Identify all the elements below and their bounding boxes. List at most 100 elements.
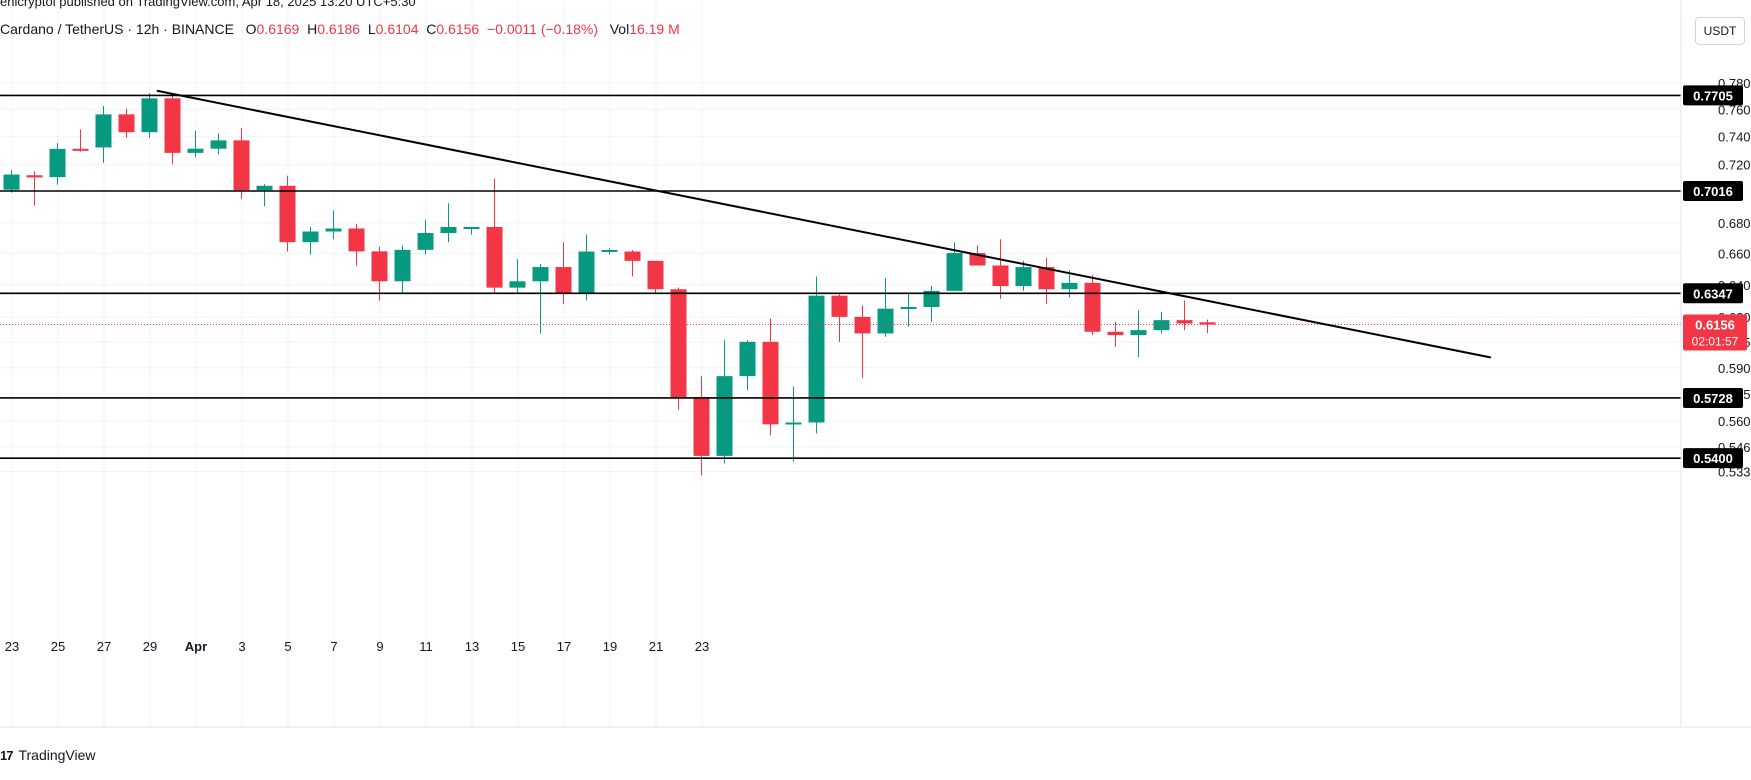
x-tick-label: 7 [330, 639, 337, 654]
high-label: H [307, 21, 318, 37]
candle-down [992, 265, 1009, 287]
candle-down [1084, 282, 1101, 332]
candle-down [647, 260, 664, 290]
x-tick-label: 23 [695, 639, 709, 654]
candle-down [555, 267, 572, 293]
trendline-layer [156, 89, 1492, 359]
candle-up [440, 226, 457, 234]
volume-label: Vol [609, 21, 630, 37]
level-label: 0.6347 [1693, 286, 1733, 301]
candle-up [716, 376, 733, 456]
candle-up [302, 231, 319, 243]
change-value: −0.0011 (−0.18%) [487, 21, 599, 37]
candle-up [1153, 320, 1170, 331]
candle-up [877, 308, 894, 334]
candles-layer [3, 93, 1216, 476]
candle-up [417, 233, 434, 250]
x-tick-label: 27 [97, 639, 111, 654]
time-axis-ticks: 23 25 27 29 Apr 3 5 7 9 11 13 15 17 19 21 23 [5, 639, 709, 654]
candle-down [118, 114, 135, 133]
countdown-value: 02:01:57 [1692, 334, 1739, 348]
open-label: O [245, 21, 257, 37]
candle-down [693, 397, 710, 456]
candle-up [187, 148, 204, 153]
level-label: 0.5728 [1693, 391, 1733, 406]
candle-up [1130, 330, 1147, 336]
tradingview-footer: 17 TradingView [0, 747, 96, 763]
support-resistance-levels [0, 94, 1681, 459]
candle-up [808, 295, 825, 423]
chart-grid [0, 0, 1681, 727]
x-tick-label: 25 [51, 639, 65, 654]
x-tick-label: 29 [143, 639, 157, 654]
level-label-bg [1683, 387, 1743, 408]
candle-down [348, 228, 365, 252]
candle-up [578, 251, 595, 293]
candle-down [1107, 331, 1124, 336]
price-axis-ticks: 0.78000.76000.74000.72000.68000.66000.64… [1718, 76, 1751, 480]
current-price-value: 0.6156 [1695, 317, 1735, 332]
candle-up [256, 185, 273, 191]
volume-value: 16.19 M [629, 21, 680, 37]
candle-up [509, 281, 526, 288]
candle-up [900, 307, 917, 310]
candle-down [233, 140, 250, 191]
x-tick-label: 23 [5, 639, 19, 654]
published-line: enicryptoi published on TradingView.com,… [0, 0, 416, 9]
candle-down [164, 98, 181, 153]
symbol-legend: Cardano / TetherUS · 12h · BINANCE O0.61… [0, 21, 680, 37]
candle-up [3, 174, 20, 190]
candle-down [279, 185, 296, 243]
close-value: 0.6156 [436, 21, 480, 37]
descending-trendline [156, 89, 1492, 359]
x-tick-label: 21 [649, 639, 663, 654]
level-label-bg [1683, 181, 1743, 202]
x-tick-label: Apr [185, 639, 207, 654]
x-tick-label: 19 [603, 639, 617, 654]
candle-up [95, 114, 112, 148]
candle-down [762, 341, 779, 425]
symbol-name[interactable]: Cardano / TetherUS · 12h · BINANCE [0, 21, 234, 37]
currency-unit-button[interactable]: USDT [1695, 17, 1745, 45]
high-value: 0.6186 [317, 21, 361, 37]
candle-down [1038, 267, 1055, 290]
candle-down [26, 175, 43, 178]
x-tick-label: 11 [419, 639, 433, 654]
candle-down [371, 251, 388, 282]
x-tick-label: 5 [284, 639, 291, 654]
current-price-bg [1683, 314, 1747, 351]
low-label: L [367, 21, 376, 37]
candle-up [49, 148, 66, 178]
candle-up [325, 228, 342, 232]
open-value: 0.6169 [256, 21, 300, 37]
low-value: 0.6104 [375, 21, 419, 37]
x-tick-label: 15 [511, 639, 525, 654]
level-label: 0.7705 [1693, 88, 1733, 103]
candle-up [532, 267, 549, 282]
y-tick-label: 0.5330 [1718, 464, 1751, 479]
close-label: C [426, 21, 437, 37]
candle-up [1061, 282, 1078, 290]
x-tick-label: 13 [465, 639, 479, 654]
candle-up [210, 140, 227, 149]
candle-up [463, 226, 480, 229]
candle-down [1176, 320, 1193, 324]
level-label-bg [1683, 85, 1743, 106]
candle-down [670, 289, 687, 398]
candle-up [1015, 267, 1032, 287]
level-label-bg [1683, 283, 1743, 304]
level-label-bg [1683, 448, 1743, 469]
candle-down [72, 148, 89, 151]
candle-down [1199, 322, 1216, 325]
candle-up [739, 341, 756, 377]
x-tick-label: 17 [557, 639, 571, 654]
candle-up [601, 249, 618, 252]
x-tick-label: 9 [376, 639, 383, 654]
candle-up [141, 98, 158, 133]
